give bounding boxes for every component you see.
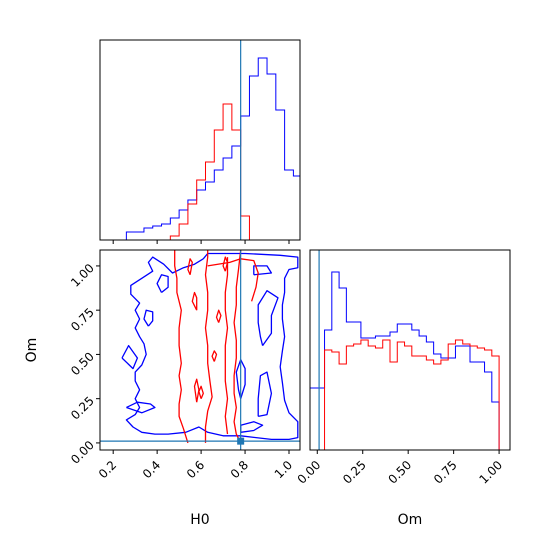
contour-series-1-line xyxy=(257,371,273,418)
h0-histogram-panel xyxy=(99,39,301,244)
x-tick-label: 0.00 xyxy=(295,458,324,487)
x-axis-label-om: Om xyxy=(398,512,423,528)
contour-series-1-line xyxy=(253,265,273,276)
contour-series-1-line xyxy=(121,344,139,370)
x-tick-label: 1.00 xyxy=(476,458,505,487)
om-histogram-frame xyxy=(309,249,511,451)
x-tick-label: 0.2 xyxy=(96,458,119,481)
contour-series-2-line xyxy=(215,309,222,323)
contour-series-2-line xyxy=(211,350,218,362)
contour-series-2-line xyxy=(193,378,200,403)
y-axis-label-om: Om xyxy=(24,338,40,363)
x-tick-label: 0.8 xyxy=(228,458,251,481)
contour-series-2-line xyxy=(222,256,229,272)
h0-histogram-frame xyxy=(99,39,301,241)
contour-series-1-line xyxy=(156,274,169,294)
histogram-series-1 xyxy=(100,57,301,241)
histogram-series-2 xyxy=(100,103,300,241)
x-tick-label: 0.4 xyxy=(140,458,163,481)
x-tick-label: 0.6 xyxy=(184,458,207,481)
x-tick-label: 0.50 xyxy=(386,458,415,487)
x-tick-label: 0.25 xyxy=(340,458,369,487)
contour-series-2-line xyxy=(174,250,189,444)
h0-om-contour-panel: 0.2 0.4 0.6 0.8 1.0 0.00 0.25 0.50 0.75 1.00 H0 Om xyxy=(24,249,301,528)
contour-series-2-line xyxy=(198,385,204,399)
contour-series-2-line xyxy=(204,250,213,443)
contour-series-2-line xyxy=(187,258,193,276)
y-tick-label: 0.50 xyxy=(68,349,97,378)
contour-series-1-line xyxy=(257,290,279,346)
contour-series-1-line xyxy=(125,252,299,441)
x-tick-label: 0.75 xyxy=(431,458,460,487)
contour-series-1-line xyxy=(126,401,156,414)
contour-frame xyxy=(99,249,301,451)
y-tick-label: 1.00 xyxy=(68,261,97,290)
om-histogram-panel: 0.00 0.25 0.50 0.75 1.00 Om xyxy=(295,249,511,528)
histogram-series-2 xyxy=(310,339,510,451)
contour-series-2-line xyxy=(233,250,242,444)
x-tick-label: 1.0 xyxy=(272,458,295,481)
truth-marker xyxy=(237,437,245,445)
y-tick-label: 0.00 xyxy=(68,438,97,467)
contour-series-1-line xyxy=(240,421,264,433)
contour-series-2-line xyxy=(224,257,229,435)
contour-series-1-line xyxy=(143,309,154,327)
y-tick-label: 0.75 xyxy=(68,305,97,334)
contour-lines xyxy=(100,250,300,450)
x-axis-label-h0: H0 xyxy=(190,512,209,528)
contour-series-2-line xyxy=(191,291,198,311)
contour-series-2-line xyxy=(207,258,259,302)
y-tick-label: 0.25 xyxy=(68,394,97,423)
histogram-series-1 xyxy=(309,271,510,451)
